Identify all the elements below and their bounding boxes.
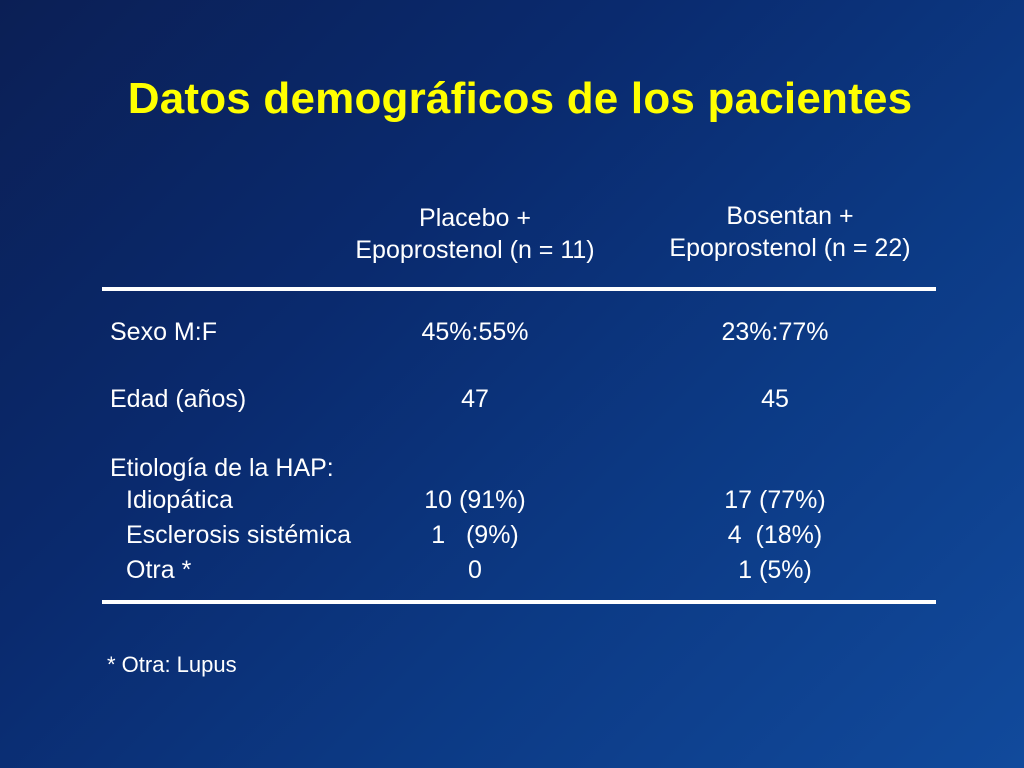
column-header-bosentan-line2: Epoprostenol (n = 22) [669,234,911,262]
row-label-otra: Otra * [126,556,192,584]
column-header-bosentan: Bosentan + Epoprostenol (n = 22) [645,200,935,264]
footnote: * Otra: Lupus [107,652,237,677]
cell-idiopatica-bosentan: 17 (77%) [724,486,826,514]
table-top-rule [102,287,936,291]
row-label-sexo: Sexo M:F [110,318,217,346]
cell-sexo-placebo: 45%:55% [421,318,529,346]
column-header-bosentan-line1: Bosentan + [726,202,854,230]
row-label-etiologia: Etiología de la HAP: [110,454,334,482]
cell-otra-placebo: 0 [468,556,482,584]
row-label-idiopatica: Idiopática [126,486,234,514]
row-label-edad: Edad (años) [110,385,247,413]
column-header-placebo-line1: Placebo + [419,204,531,232]
cell-otra-bosentan: 1 (5%) [738,556,812,584]
cell-esclerosis-bosentan: 4 (18%) [727,521,823,549]
cell-edad-placebo: 47 [461,385,489,413]
slide-title: Datos demográficos de los pacientes [127,74,913,123]
table-bottom-rule [102,600,936,604]
cell-sexo-bosentan: 23%:77% [721,318,829,346]
row-label-esclerosis: Esclerosis sistémica [126,521,352,549]
cell-esclerosis-placebo: 1 (9%) [431,521,519,549]
cell-idiopatica-placebo: 10 (91%) [424,486,526,514]
column-header-placebo: Placebo + Epoprostenol (n = 11) [330,202,620,266]
cell-edad-bosentan: 45 [761,385,789,413]
column-header-placebo-line2: Epoprostenol (n = 11) [355,236,595,264]
